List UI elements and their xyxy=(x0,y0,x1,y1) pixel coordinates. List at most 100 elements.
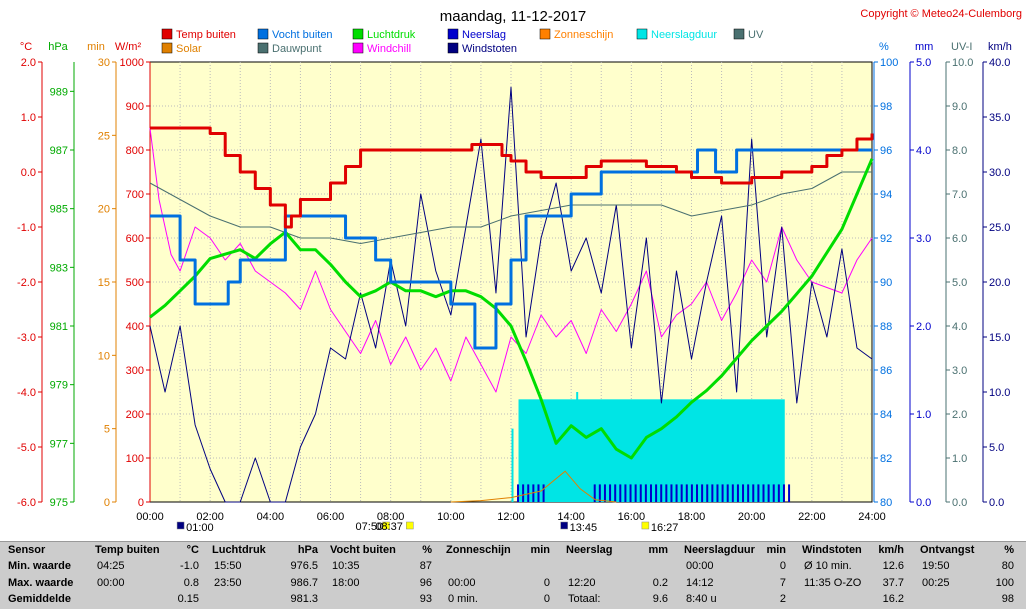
sun-mark-label: 13:45 xyxy=(570,522,598,534)
summary-cell-time: 18:00 xyxy=(332,577,360,589)
legend-label-luchtdruk: Luchtdruk xyxy=(367,29,416,41)
summary-col-title: Temp buiten xyxy=(95,544,160,556)
neerslag-bar xyxy=(742,484,745,502)
neerslag-bar xyxy=(655,484,658,502)
legend-swatch-zonneschijn xyxy=(539,28,551,40)
summary-col-unit: mm xyxy=(648,544,668,556)
neerslag-bar xyxy=(665,484,668,502)
axis-right-tick-label: 10.0 xyxy=(952,57,973,69)
summary-cell-value: 0.8 xyxy=(183,577,199,589)
axis-right-tick-label: 88 xyxy=(880,321,892,333)
legend-label-solar: Solar xyxy=(176,43,202,55)
series-line-windchill xyxy=(149,127,873,393)
axis-left-tick-label: 1.0 xyxy=(21,112,36,124)
summary-col-unit: hPa xyxy=(297,544,318,556)
legend-label-windstoten: Windstoten xyxy=(462,43,517,55)
axis-right-unit: mm xyxy=(915,41,933,53)
neerslag-bar xyxy=(706,484,709,502)
summary-cell-time: 19:50 xyxy=(922,560,950,572)
axis-right-tick-label: 98 xyxy=(880,101,892,113)
summary-cell-value: 0 xyxy=(779,560,786,572)
neerslag-bar xyxy=(782,484,785,502)
summary-col: Sensor Min. waarde Max. waarde Gemiddelde xyxy=(8,542,93,609)
summary-col-title: Neerslagduur xyxy=(684,544,755,556)
summary-col-unit: min xyxy=(766,544,786,556)
axis-left-tick-label: 983 xyxy=(50,262,68,274)
neerslag-bar xyxy=(542,484,545,502)
axis-right-tick-label: 90 xyxy=(880,277,892,289)
sun-mark-icon xyxy=(406,521,414,530)
neerslag-bar xyxy=(624,484,627,502)
summary-cell-time: Ø 10 min. xyxy=(804,560,852,572)
neerslag-bar xyxy=(609,484,612,502)
copyright: Copyright © Meteo24-Culemborg xyxy=(860,8,1022,20)
neerslag-bar xyxy=(701,484,704,502)
axis-right-tick-label: 30.0 xyxy=(989,167,1010,179)
summary-col: Ontvangst% 19:50 80 00:25 100 98 xyxy=(920,542,1020,609)
summary-cell-value: 12.6 xyxy=(882,560,904,572)
summary-col-title: Zonneschijn xyxy=(446,544,511,556)
summary-row-label: Min. waarde xyxy=(8,560,71,572)
neerslag-bar xyxy=(522,484,525,502)
neerslag-bar xyxy=(711,484,714,502)
summary-cell-time: 8:40 u xyxy=(686,593,717,605)
summary-cell-value: 16.2 xyxy=(882,593,904,605)
summary-col-unit: °C xyxy=(186,544,199,556)
summary-cell-value: 2 xyxy=(779,593,786,605)
x-tick-label: 22:00 xyxy=(798,511,826,523)
axis-left-tick-label: -1.0 xyxy=(17,222,36,234)
series-line-vocht-buiten xyxy=(150,148,872,350)
summary-cell-time: 15:50 xyxy=(214,560,242,572)
neerslag-bar xyxy=(660,484,663,502)
axis-left-tick-label: 600 xyxy=(126,233,144,245)
summary-cell-value: 37.7 xyxy=(882,577,904,589)
summary-cell-time: 00:25 xyxy=(922,577,950,589)
axis-right-tick-label: 86 xyxy=(880,365,892,377)
x-tick-label: 18:00 xyxy=(678,511,706,523)
legend-swatch-neerslag xyxy=(447,28,459,40)
axis-left-tick-label: -4.0 xyxy=(17,387,36,399)
summary-cell-value: 96 xyxy=(419,577,432,589)
axis-left-tick-label: 1000 xyxy=(120,57,144,69)
axis-right-tick-label: 15.0 xyxy=(989,332,1010,344)
neerslag-bar xyxy=(752,484,755,502)
summary-col-unit: % xyxy=(422,544,432,556)
axis-right-tick-label: 5.0 xyxy=(916,57,931,69)
x-tick-label: 04:00 xyxy=(257,511,285,523)
summary-cell-value: -1.0 xyxy=(180,560,199,572)
axis-left-tick-label: 400 xyxy=(126,321,144,333)
axis-right-tick-label: 4.0 xyxy=(916,145,931,157)
axis-left-unit: °C xyxy=(20,41,32,53)
neerslag-bar xyxy=(670,484,673,502)
sun-mark-icon xyxy=(176,521,185,530)
summary-col: Zonneschijn min 00:00 0 0 min. 0 xyxy=(446,542,556,609)
chart-title: maandag, 11-12-2017 xyxy=(440,8,587,25)
axis-right-tick-label: 100 xyxy=(880,57,898,69)
legend-label-neerslag: Neerslag xyxy=(462,29,506,41)
axis-left-tick-label: 2.0 xyxy=(21,57,36,69)
sun-mark-label: 08:37 xyxy=(375,521,403,533)
axis-right-tick-label: 2.0 xyxy=(952,409,967,421)
neerslag-bar xyxy=(680,484,683,502)
summary-cell-time: 14:12 xyxy=(686,577,714,589)
axis-right-unit: UV-I xyxy=(951,41,972,53)
neerslag-bar xyxy=(696,484,699,502)
axis-left-tick-label: 25 xyxy=(98,130,110,142)
sun-mark-label: 16:27 xyxy=(651,522,679,534)
neerslag-bar xyxy=(767,484,770,502)
axis-right-unit: km/h xyxy=(988,41,1012,53)
neerslag-bar xyxy=(788,484,791,502)
axis-right-tick-label: 10.0 xyxy=(989,387,1010,399)
neerslag-bar xyxy=(716,484,719,502)
legend-swatch-vocht xyxy=(257,28,269,40)
neerslag-bar xyxy=(721,484,724,502)
axis-right-tick-label: 0.0 xyxy=(989,497,1004,509)
series-line-solar xyxy=(450,470,617,503)
axis-right-tick-label: 20.0 xyxy=(989,277,1010,289)
series-line-temp-buiten xyxy=(150,126,874,229)
neerslag-bar xyxy=(690,484,693,502)
axis-left-tick-label: 100 xyxy=(126,453,144,465)
x-tick-label: 14:00 xyxy=(557,511,585,523)
summary-cell-value: 0 xyxy=(543,577,550,589)
axis-right-tick-label: 7.0 xyxy=(952,189,967,201)
